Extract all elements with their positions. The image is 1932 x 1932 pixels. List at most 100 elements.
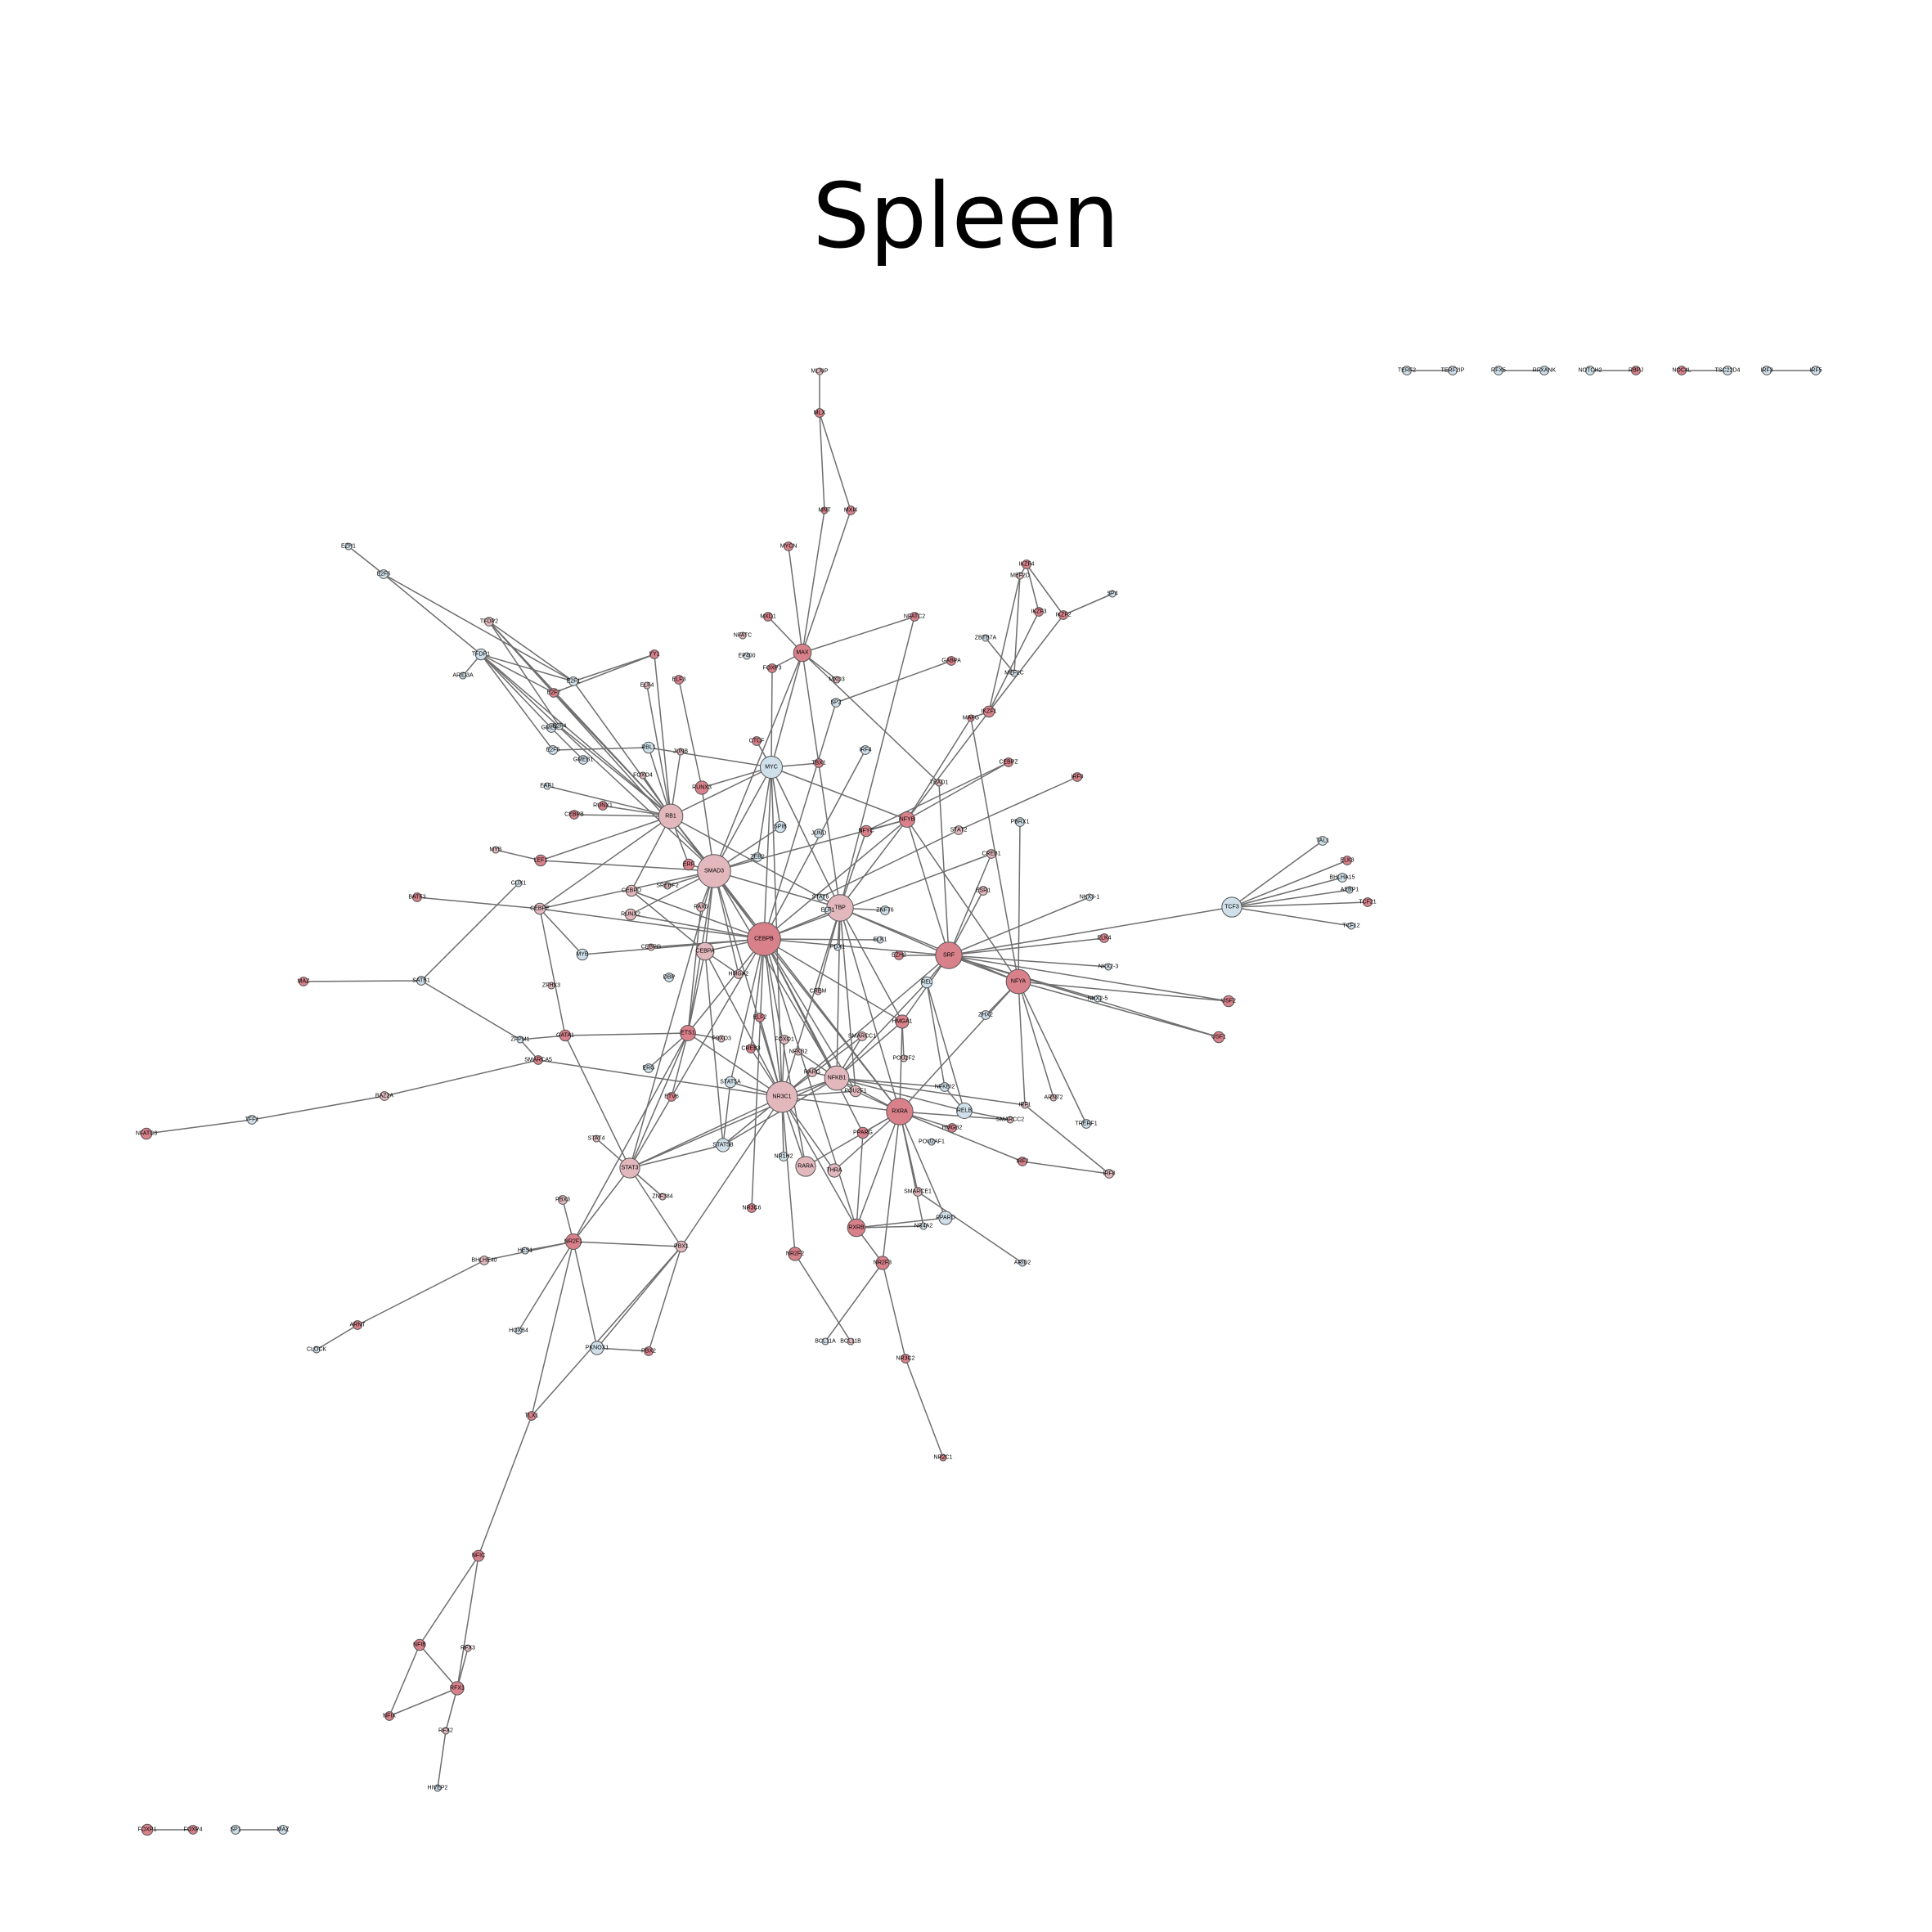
edge-max-myc [771,652,803,768]
node-label: NR2F2 [786,1251,804,1257]
node-label: NR4A2 [914,1224,933,1229]
node-label: E2F2 [547,690,561,696]
node-circle [753,852,762,862]
node-label: PAX5 [694,905,708,910]
edge-rfx2-hivep2 [437,1730,447,1789]
edge-stat3-pbx1 [629,1167,682,1247]
node-nr2c1: NR2C1 [934,1453,953,1462]
node-thra: THRA [826,1163,842,1178]
node-circle [846,505,856,515]
node-circle [1631,366,1641,375]
node-label: IRF1 [1018,1103,1031,1108]
edge-pax5-ets1 [687,906,702,1034]
node-label: IRF9 [1071,775,1083,780]
node-label: E2F1 [567,679,581,685]
edge-cebpb2-rxra [763,938,901,1112]
node-label: RFX2 [438,1728,453,1734]
edge-smarca5-baz2a [384,1059,539,1097]
node-circle [625,884,638,897]
edge-arnt-bhlhe40 [357,1260,485,1326]
edge-ikzf3-ikzf1 [988,611,1040,712]
node-elk1: ELK1 [873,936,887,944]
edge-rb1-myc [670,766,772,817]
node-myb: MYB [489,846,502,854]
edge-mafg-nfyb [906,717,972,820]
node-circle [675,1240,688,1253]
edge-gata1-zfpm1 [519,1035,566,1040]
edge-yy1-e2f2 [553,654,655,694]
node-label: PPARD [936,1215,955,1221]
node-label: PBRX1 [1011,820,1030,825]
node-label: PBX3 [555,1197,570,1203]
node-hmga1: HMGA1 [892,1014,913,1029]
edge-nfyb-smad3 [713,819,908,872]
node-tlx1: TLX1 [525,1411,538,1421]
edge-nr3c1-rxrb [781,1096,857,1229]
edge-nfyb-nfya [906,819,1019,982]
node-circle [416,976,426,986]
edge-nr3c2-nr2c1 [905,1358,944,1458]
node-foxo1: FOXO1 [775,1035,794,1045]
node-label: MAZ [298,979,311,985]
node-circle [875,1256,890,1270]
node-label: RFX5 [1491,368,1506,374]
node-circle [901,1354,910,1364]
node-label: MAZ [277,1827,290,1833]
node-label: NR1H2 [775,1154,793,1160]
node-foxp1: FOXP1 [138,1823,157,1836]
node-label: CEBPG [641,945,662,950]
edge-arnt-clock [316,1324,358,1350]
node-circle [1018,1157,1027,1166]
node-label: TERF2IP [1441,368,1465,374]
edge-tbp-nfya [839,907,1019,982]
edge-max-tead1 [802,652,940,784]
edge-nfya-usf2 [1018,981,1229,1002]
node-bhlhe40: BHLHE40 [471,1256,497,1265]
edge-ikzf2-sp4 [1063,593,1113,616]
edge-satb1-zfpm1 [420,980,521,1040]
edge-tfdp1-e2f1 [480,654,574,682]
edge-cebpe-myb2 [539,908,583,955]
node-circle [1811,366,1821,375]
edge-e2f2-rb1 [553,692,672,817]
node-label: STAT6 [812,895,829,901]
edge-tcf3-elk3 [1231,860,1348,908]
node-label: BCL11A [815,1339,836,1345]
node-circle [982,705,995,718]
edge-tcf3-bhlha15 [1231,877,1343,908]
node-nfyc: NFYC [858,824,874,838]
node-label: ARNT [349,1323,366,1328]
edge-rxrb-nr4a2 [856,1225,924,1229]
node-circle [747,922,781,956]
node-label: TCF12 [1342,923,1360,929]
node-nfix: NFIX [383,1711,396,1721]
node-label: ZHX2 [978,1013,993,1018]
node-arid3a: ARID3A [452,672,474,680]
node-label: ARNT2 [1045,1095,1063,1101]
node-label: TRERF1 [1075,1121,1097,1127]
node-foxp4: FOXP4 [184,1825,203,1835]
node-ikzf3: IKZF3 [1031,607,1047,617]
node-circle [412,892,422,902]
node-cebpb: CEBPB [564,810,584,820]
node-circle [1049,1094,1058,1102]
node-pparg: PPARG [853,1126,873,1139]
node-pbx2: PBX2 [641,1346,656,1356]
node-circle [982,634,990,642]
node-circle [847,1337,855,1346]
node-znf76: ZNF76 [876,905,894,915]
node-label: MNT [818,508,831,514]
node-circle [716,1138,730,1152]
edge-pbx1-pknox1 [596,1246,682,1349]
node-circle [555,722,564,730]
edge-myc-smad3 [713,766,772,872]
edge-elf4-rb1 [646,685,672,817]
node-layer: MLXIP MLX MNT MXI4 MYCN IKZF4 MEF2D SP4 EZH1 E2F6… [136,366,1822,1836]
edge-nfkb1-nfkbi2 [836,1077,946,1088]
edge-ikzf4-ikzf2 [1026,564,1064,616]
node-label: BHLHA15 [1329,875,1355,881]
node-nfatc2: NFATC2 [904,612,925,622]
edge-tfdp2-smad3 [488,621,715,872]
node-circle [849,1085,862,1098]
edge-smad3-lef1 [540,860,715,872]
